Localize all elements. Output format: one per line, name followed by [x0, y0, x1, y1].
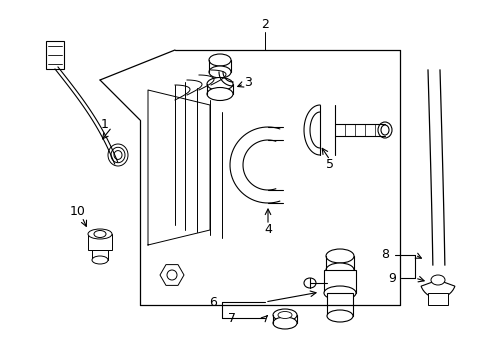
Ellipse shape: [325, 263, 353, 277]
Ellipse shape: [208, 66, 230, 78]
FancyBboxPatch shape: [88, 234, 112, 250]
Text: 10: 10: [70, 206, 86, 219]
Ellipse shape: [325, 249, 353, 263]
Ellipse shape: [278, 311, 291, 319]
Text: 9: 9: [387, 271, 395, 284]
Text: 4: 4: [264, 224, 271, 237]
Ellipse shape: [430, 275, 444, 285]
Ellipse shape: [326, 310, 352, 322]
Text: 8: 8: [380, 248, 388, 261]
FancyBboxPatch shape: [326, 293, 352, 316]
Ellipse shape: [88, 229, 112, 239]
Text: 6: 6: [209, 296, 217, 309]
Ellipse shape: [94, 230, 106, 238]
Ellipse shape: [206, 77, 232, 90]
Ellipse shape: [206, 87, 232, 100]
Ellipse shape: [272, 309, 296, 321]
Text: 1: 1: [101, 118, 109, 131]
FancyBboxPatch shape: [46, 41, 64, 69]
Text: 2: 2: [261, 18, 268, 31]
Ellipse shape: [167, 270, 177, 280]
Ellipse shape: [304, 278, 315, 288]
Ellipse shape: [92, 256, 108, 264]
FancyBboxPatch shape: [92, 250, 108, 260]
Text: 5: 5: [325, 158, 333, 171]
Ellipse shape: [377, 122, 391, 138]
Ellipse shape: [272, 317, 296, 329]
Ellipse shape: [380, 125, 388, 135]
Text: 3: 3: [244, 76, 251, 89]
FancyBboxPatch shape: [324, 270, 355, 293]
Text: 7: 7: [227, 311, 236, 324]
Ellipse shape: [208, 54, 230, 66]
Wedge shape: [420, 280, 454, 298]
Polygon shape: [148, 90, 209, 245]
Ellipse shape: [324, 286, 355, 300]
FancyBboxPatch shape: [427, 293, 447, 305]
